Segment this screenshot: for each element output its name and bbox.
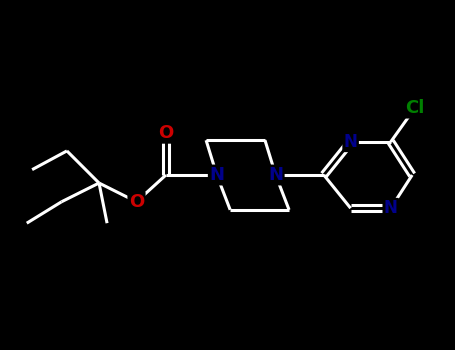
Text: N: N <box>344 133 358 151</box>
Text: O: O <box>129 193 144 211</box>
Text: Cl: Cl <box>405 99 425 117</box>
Text: N: N <box>268 166 283 184</box>
Text: N: N <box>209 166 224 184</box>
Text: N: N <box>384 199 398 217</box>
Text: O: O <box>158 124 173 142</box>
